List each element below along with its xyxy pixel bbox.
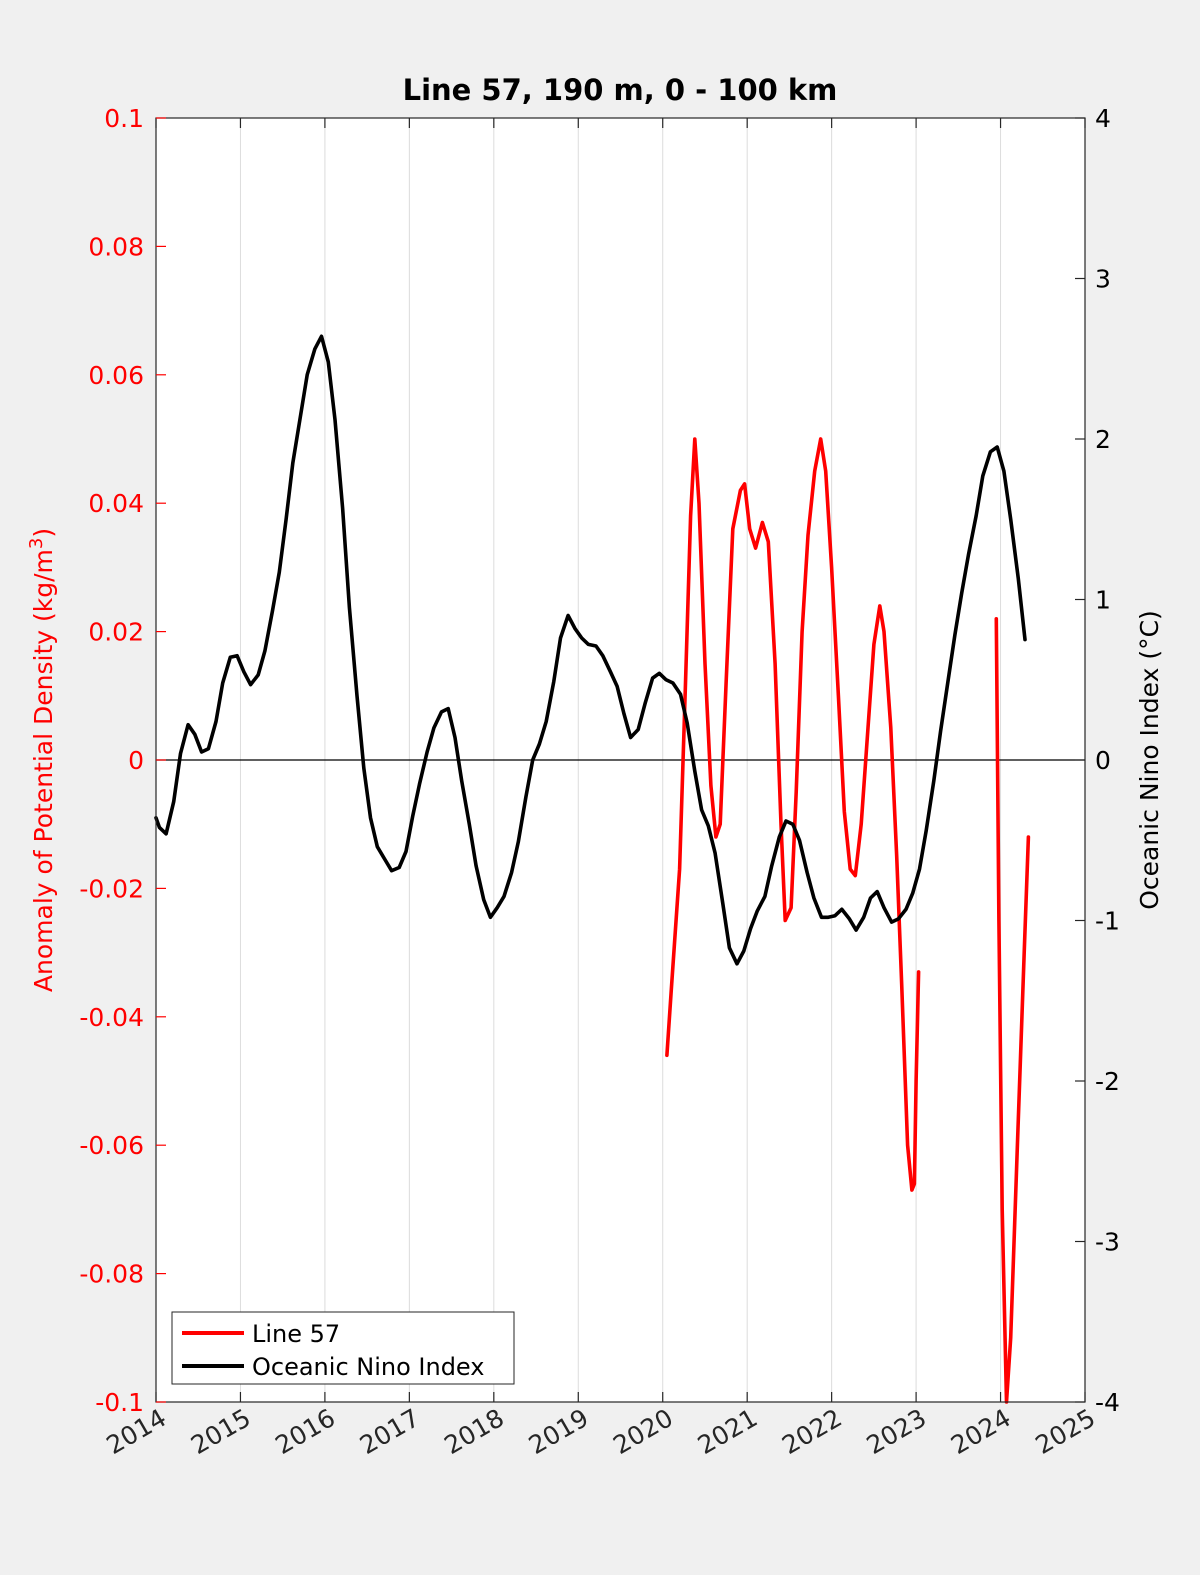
y-right-tick-label: -2 [1095, 1067, 1120, 1096]
y-right-axis-label: Oceanic Nino Index (°C) [1135, 610, 1164, 910]
y-right-tick-label: 4 [1095, 104, 1111, 133]
x-tick-labels: 2014 2015 2016 2017 2018 2019 2020 2021 2022 2023… [102, 1403, 1101, 1460]
y-right-tick-label: -1 [1095, 907, 1120, 936]
y-right-tick-label: 3 [1095, 265, 1111, 294]
oni-series-segment-0 [154, 334, 1027, 966]
y-left-tick-label: 0 [128, 746, 144, 775]
x-tick-label: 2023 [862, 1403, 932, 1460]
line57-series-segment-1 [994, 617, 1031, 1404]
y-right-tick-label: -3 [1095, 1228, 1120, 1257]
y-left-tick-label: 0.1 [104, 104, 144, 133]
y-left-axis-label-main: Anomaly of Potential Density (kg/m [29, 549, 58, 992]
x-tick-label: 2019 [524, 1403, 594, 1460]
x-tick-label: 2021 [693, 1403, 763, 1460]
legend-label-oni: Oceanic Nino Index [252, 1353, 484, 1381]
x-tick-label: 2016 [270, 1403, 340, 1460]
y-left-tick-label: -0.04 [79, 1003, 144, 1032]
y-right-tick-label: 1 [1095, 586, 1111, 615]
y-left-tick-label: 0.02 [88, 618, 144, 647]
y-left-axis-label: Anomaly of Potential Density (kg/m3) [26, 528, 59, 992]
y-left-tick-label: 0.08 [88, 232, 144, 261]
y-left-tick-label: -0.08 [79, 1260, 144, 1289]
line57-series-segment-0 [665, 437, 921, 1192]
chart-title: Line 57, 190 m, 0 - 100 km [403, 73, 838, 107]
ticks [155, 117, 1086, 1403]
y-right-tick-label: -4 [1095, 1388, 1120, 1417]
y-left-tick-labels: 0.1 0.08 0.06 0.04 0.02 0 -0.02 -0.04 -0.06 -0.08… [79, 104, 144, 1417]
y-left-axis-label-close: ) [29, 528, 58, 538]
y-left-tick-label: 0.04 [88, 489, 144, 518]
series-group [154, 334, 1031, 1404]
legend-box [171, 1311, 515, 1385]
x-tick-label: 2020 [608, 1403, 678, 1460]
y-left-tick-label: -0.02 [79, 874, 144, 903]
legend-label-line57: Line 57 [252, 1320, 340, 1348]
y-left-tick-label: 0.06 [88, 361, 144, 390]
y-right-tick-label: 2 [1095, 425, 1111, 454]
y-left-tick-label: -0.06 [79, 1131, 144, 1160]
x-tick-label: 2025 [1031, 1403, 1101, 1460]
x-tick-label: 2015 [186, 1403, 256, 1460]
y-left-tick-label: -0.1 [95, 1388, 144, 1417]
x-tick-label: 2018 [439, 1403, 509, 1460]
y-right-tick-labels: 4 3 2 1 0 -1 -2 -3 -4 [1095, 104, 1120, 1417]
y-right-tick-label: 0 [1095, 746, 1111, 775]
x-tick-label: 2017 [355, 1403, 425, 1460]
x-tick-label: 2022 [777, 1403, 847, 1460]
legend: Line 57 Oceanic Nino Index [171, 1311, 515, 1385]
x-tick-label: 2024 [946, 1403, 1016, 1460]
y-left-axis-label-sup: 3 [26, 538, 47, 549]
